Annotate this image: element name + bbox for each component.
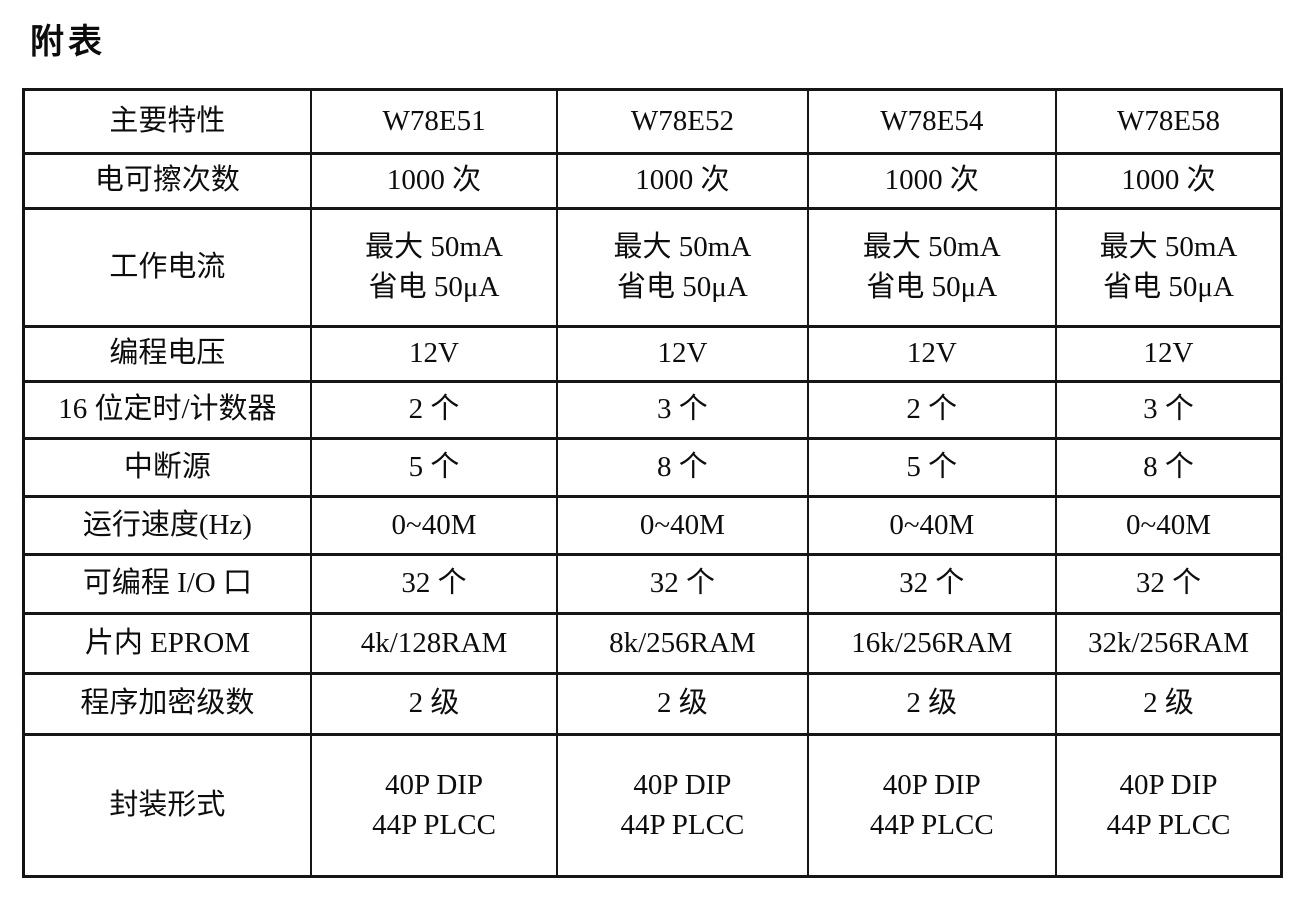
table-cell: 40P DIP 44P PLCC	[556, 733, 809, 878]
table-cell: 32 个	[806, 553, 1058, 615]
table-row-onchip-eprom: 片内 EPROM 4k/128RAM 8k/256RAM 16k/256RAM …	[22, 612, 1283, 675]
table-cell: 8k/256RAM	[556, 612, 809, 675]
table-cell: 0~40M	[309, 495, 559, 556]
column-header-w78e52: W78E52	[556, 88, 809, 155]
table-row-package-type: 封装形式 40P DIP 44P PLCC 40P DIP 44P PLCC 4…	[22, 733, 1283, 878]
table-cell: 3 个	[1055, 380, 1283, 440]
column-header-feature: 主要特性	[22, 88, 312, 155]
table-cell: 0~40M	[556, 495, 809, 556]
table-row-programmable-io: 可编程 I/O 口 32 个 32 个 32 个 32 个	[22, 553, 1283, 615]
table-cell: 32 个	[309, 553, 559, 615]
table-cell: 最大 50mA 省电 50μA	[806, 207, 1058, 328]
table-cell: 3 个	[556, 380, 809, 440]
table-cell: 2 个	[806, 380, 1058, 440]
row-label: 运行速度(Hz)	[22, 495, 312, 556]
table-cell: 最大 50mA 省电 50μA	[1055, 207, 1283, 328]
column-header-w78e51: W78E51	[309, 88, 559, 155]
table-cell: 8 个	[556, 437, 809, 498]
table-cell: 最大 50mA 省电 50μA	[309, 207, 559, 328]
table-row-operating-speed: 运行速度(Hz) 0~40M 0~40M 0~40M 0~40M	[22, 495, 1283, 556]
table-cell: 16k/256RAM	[806, 612, 1058, 675]
table-cell: 2 级	[1055, 672, 1283, 736]
mcu-spec-table: 主要特性 W78E51 W78E52 W78E54 W78E58 电可擦次数 1…	[22, 88, 1283, 878]
table-cell: 32 个	[1055, 553, 1283, 615]
column-header-w78e54: W78E54	[806, 88, 1058, 155]
table-cell: 1000 次	[309, 152, 559, 210]
table-cell: 5 个	[806, 437, 1058, 498]
row-label: 中断源	[22, 437, 312, 498]
row-label: 编程电压	[22, 325, 312, 383]
row-label: 16 位定时/计数器	[22, 380, 312, 440]
table-cell: 1000 次	[556, 152, 809, 210]
table-cell: 0~40M	[1055, 495, 1283, 556]
table-row-programming-voltage: 编程电压 12V 12V 12V 12V	[22, 325, 1283, 383]
table-cell: 40P DIP 44P PLCC	[806, 733, 1058, 878]
row-label: 电可擦次数	[22, 152, 312, 210]
row-label: 片内 EPROM	[22, 612, 312, 675]
table-cell: 8 个	[1055, 437, 1283, 498]
row-label: 工作电流	[22, 207, 312, 328]
table-cell: 5 个	[309, 437, 559, 498]
table-header-row: 主要特性 W78E51 W78E52 W78E54 W78E58	[22, 88, 1283, 155]
column-header-w78e58: W78E58	[1055, 88, 1283, 155]
table-row-timers: 16 位定时/计数器 2 个 3 个 2 个 3 个	[22, 380, 1283, 440]
table-cell: 1000 次	[1055, 152, 1283, 210]
table-cell: 12V	[309, 325, 559, 383]
table-row-operating-current: 工作电流 最大 50mA 省电 50μA 最大 50mA 省电 50μA 最大 …	[22, 207, 1283, 328]
table-cell: 4k/128RAM	[309, 612, 559, 675]
table-cell: 2 级	[556, 672, 809, 736]
table-cell: 40P DIP 44P PLCC	[309, 733, 559, 878]
table-row-interrupt-sources: 中断源 5 个 8 个 5 个 8 个	[22, 437, 1283, 498]
page-title: 附表	[30, 24, 106, 61]
row-label: 程序加密级数	[22, 672, 312, 736]
row-label: 封装形式	[22, 733, 312, 878]
table-cell: 40P DIP 44P PLCC	[1055, 733, 1283, 878]
table-cell: 12V	[556, 325, 809, 383]
table-cell: 32 个	[556, 553, 809, 615]
table-cell: 12V	[806, 325, 1058, 383]
table-cell: 1000 次	[806, 152, 1058, 210]
table-row-erase-cycles: 电可擦次数 1000 次 1000 次 1000 次 1000 次	[22, 152, 1283, 210]
table-cell: 32k/256RAM	[1055, 612, 1283, 675]
table-cell: 0~40M	[806, 495, 1058, 556]
table-cell: 2 级	[806, 672, 1058, 736]
table-cell: 12V	[1055, 325, 1283, 383]
table-cell: 2 级	[309, 672, 559, 736]
table-cell: 最大 50mA 省电 50μA	[556, 207, 809, 328]
table-row-code-lock-levels: 程序加密级数 2 级 2 级 2 级 2 级	[22, 672, 1283, 736]
table-cell: 2 个	[309, 380, 559, 440]
row-label: 可编程 I/O 口	[22, 553, 312, 615]
